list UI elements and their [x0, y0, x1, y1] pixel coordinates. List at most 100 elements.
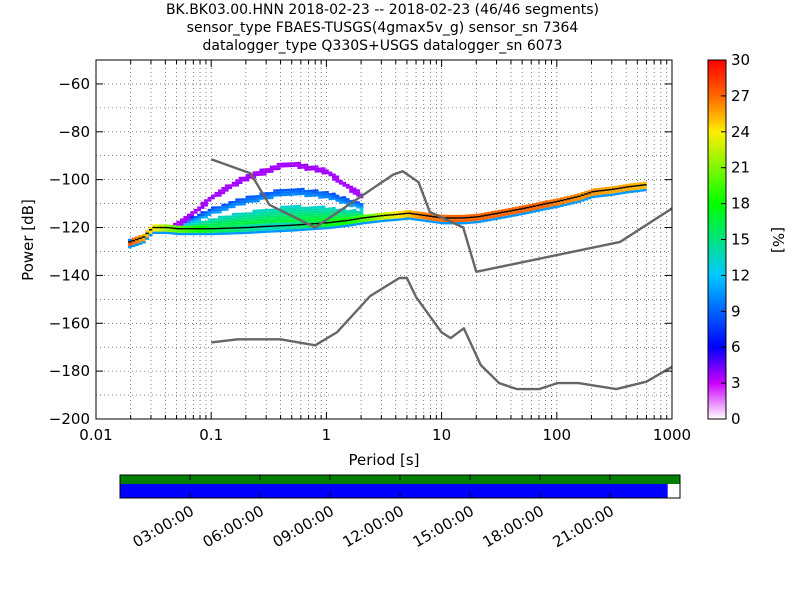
ppsd-cell: [349, 204, 354, 208]
ppsd-mode-segment: [373, 215, 378, 218]
ppsd-cell: [639, 186, 644, 190]
ppsd-mode-segment: [573, 196, 578, 198]
ppsd-mode-segment: [214, 227, 219, 230]
ppsd-cell: [176, 223, 181, 226]
ppsd-cell: [259, 170, 264, 174]
ppsd-cell: [249, 195, 253, 198]
ppsd-cell: [328, 209, 333, 213]
colorbar-tick-label: 9: [731, 302, 741, 320]
ppsd-cell: [352, 209, 357, 212]
ppsd-cell: [269, 191, 274, 195]
ppsd-cell: [131, 242, 136, 245]
ppsd-cell: [307, 165, 312, 169]
ppsd-cell: [197, 230, 201, 233]
ppsd-cell: [235, 203, 239, 206]
ppsd-cell: [318, 193, 322, 197]
ppsd-cell: [290, 217, 295, 220]
ppsd-mode-segment: [228, 227, 233, 229]
ppsd-cell: [570, 199, 575, 203]
ppsd-cell: [217, 232, 222, 235]
ppsd-cell: [183, 232, 188, 236]
ppsd-cell: [522, 210, 526, 213]
ppsd-cell: [318, 210, 322, 214]
ppsd-mode-segment: [477, 215, 481, 218]
ppsd-cell: [542, 200, 547, 204]
ppsd-cell: [411, 210, 416, 214]
ppsd-cell: [245, 222, 250, 225]
ppsd-cell: [622, 191, 627, 194]
ppsd-cell: [359, 215, 364, 218]
ppsd-mode-segment: [338, 220, 343, 222]
ppsd-cell: [259, 228, 264, 231]
ppsd-cell: [549, 206, 554, 210]
ppsd-mode-segment: [397, 213, 402, 215]
ppsd-cell: [249, 212, 253, 215]
ppsd-cell: [553, 206, 557, 209]
ppsd-cell: [331, 226, 336, 229]
ppsd-cell: [228, 229, 233, 233]
ppsd-cell: [204, 204, 208, 207]
ppsd-cell: [252, 173, 257, 177]
ppsd-cell: [197, 213, 201, 217]
ppsd-cell: [497, 216, 502, 220]
ppsd-cell: [276, 194, 281, 197]
ppsd-cell: [262, 211, 267, 214]
ppsd-cell: [242, 219, 246, 223]
ppsd-cell: [242, 217, 246, 220]
ppsd-cell: [207, 196, 212, 200]
ppsd-cell: [435, 221, 440, 224]
ppsd-cell: [442, 219, 447, 223]
ppsd-cell: [328, 224, 333, 227]
ppsd-cell: [484, 219, 488, 222]
ppsd-cell: [283, 208, 288, 211]
ppsd-cell: [394, 211, 398, 214]
ppsd-mode-segment: [331, 221, 336, 223]
ppsd-mode-segment: [300, 223, 305, 226]
ppsd-cell: [584, 190, 588, 194]
ppsd-cell: [228, 201, 233, 204]
ppsd-cell: [193, 230, 198, 233]
ppsd-cell: [518, 205, 523, 209]
ppsd-cell: [345, 186, 350, 189]
ppsd-mode-segment: [525, 206, 530, 209]
ppsd-cell: [584, 195, 588, 199]
ppsd-cell: [611, 186, 616, 189]
ppsd-cell: [321, 212, 326, 216]
ppsd-cell: [293, 229, 298, 232]
ppsd-cell: [293, 219, 298, 222]
ppsd-mode-segment: [611, 188, 616, 190]
ppsd-cell: [459, 219, 464, 223]
ppsd-cell: [390, 211, 395, 215]
ppsd-cell: [338, 213, 343, 216]
ppsd-cell: [242, 176, 246, 180]
ppsd-cell: [321, 191, 326, 194]
ppsd-cell: [331, 173, 336, 176]
ppsd-mode-segment: [190, 228, 195, 230]
ppsd-cell: [331, 216, 336, 219]
ppsd-cell: [235, 200, 239, 204]
ppsd-cell: [504, 213, 509, 216]
ppsd-cell: [152, 229, 157, 232]
ppsd-cell: [470, 221, 474, 224]
ppsd-cell: [228, 215, 233, 218]
ppsd-cell: [446, 222, 450, 225]
ppsd-cell: [625, 183, 630, 187]
ppsd-mode-segment: [480, 215, 485, 217]
ppsd-cell: [280, 227, 284, 230]
ppsd-cell: [259, 211, 264, 215]
ppsd-cell: [525, 209, 530, 212]
ppsd-cell: [207, 230, 212, 233]
ppsd-cell: [418, 218, 423, 222]
ppsd-cell: [331, 195, 336, 198]
availability-tick-label: 03:00:00: [130, 502, 197, 551]
ppsd-cell: [276, 213, 281, 216]
ppsd-cell: [162, 231, 167, 234]
ppsd-cell: [262, 192, 267, 195]
ppsd-cell: [221, 189, 226, 192]
ppsd-cell: [328, 195, 333, 198]
ppsd-cell: [228, 203, 233, 206]
ppsd-mode-segment: [311, 223, 316, 225]
ppsd-cell: [173, 230, 177, 233]
ppsd-cell: [342, 217, 347, 221]
